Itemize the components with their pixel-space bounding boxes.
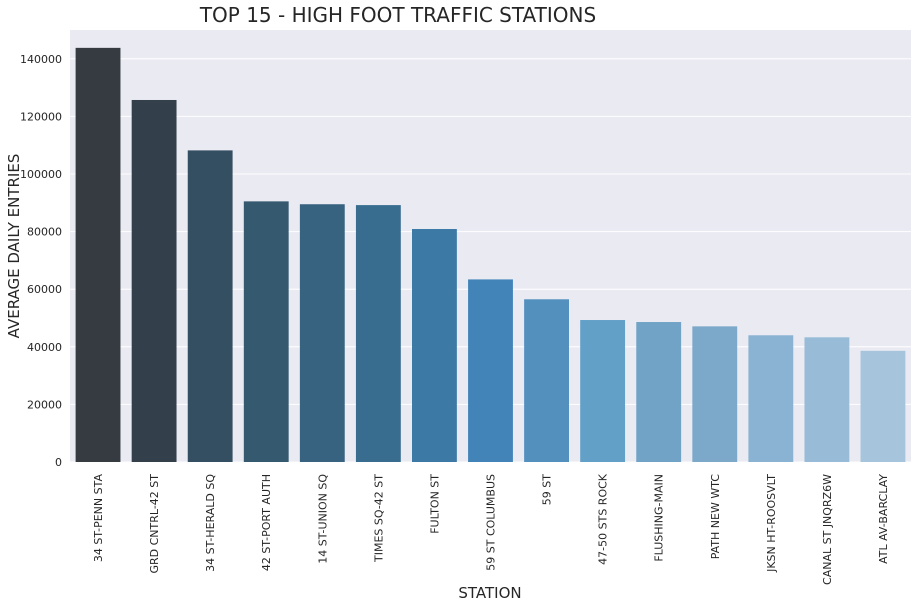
bar <box>299 204 345 463</box>
x-tick-label: 34 ST-PENN STA <box>92 474 105 563</box>
bar <box>748 335 794 462</box>
y-tick-label: 0 <box>55 456 62 469</box>
bar <box>580 320 626 462</box>
x-tick-label: 59 ST <box>541 474 554 505</box>
y-tick-label: 120000 <box>20 110 62 123</box>
y-tick-label: 140000 <box>20 53 62 66</box>
x-tick-label: FULTON ST <box>428 474 441 534</box>
bar <box>355 205 401 462</box>
x-tick-label: ATL AV-BARCLAY <box>877 474 890 564</box>
bar <box>75 47 121 463</box>
y-tick-label: 80000 <box>27 226 62 239</box>
y-axis-title: AVERAGE DAILY ENTRIES <box>5 154 23 339</box>
x-tick-label: 34 ST-HERALD SQ <box>204 474 217 572</box>
x-tick-label: GRD CNTRL-42 ST <box>148 474 161 574</box>
y-tick-label: 40000 <box>27 341 62 354</box>
x-axis-title: STATION <box>458 584 521 602</box>
bar <box>804 337 850 462</box>
y-tick-label: 20000 <box>27 398 62 411</box>
bars <box>75 47 906 463</box>
bar <box>187 150 233 462</box>
bar <box>636 322 682 462</box>
x-tick-label: JKSN HT-ROOSVLT <box>765 474 778 573</box>
chart-title: TOP 15 - HIGH FOOT TRAFFIC STATIONS <box>199 3 596 27</box>
bar <box>524 299 569 462</box>
bar <box>692 326 738 462</box>
x-tick-label: 47-50 STS ROCK <box>597 473 610 565</box>
y-tick-label: 60000 <box>27 283 62 296</box>
x-tick-label: 42 ST-PORT AUTH <box>260 474 273 571</box>
bar <box>412 229 457 462</box>
y-tick-labels: 0 20000 40000 60000 80000 100000 120000 140000 <box>20 53 62 469</box>
x-tick-label: 59 ST COLUMBUS <box>485 474 498 571</box>
x-tick-labels: 34 ST-PENN STA GRD CNTRL-42 ST 34 ST-HERAL… <box>92 473 890 585</box>
bar <box>468 279 513 462</box>
y-tick-label: 100000 <box>20 168 62 181</box>
x-tick-label: PATH NEW WTC <box>709 474 722 560</box>
x-tick-label: 14 ST-UNION SQ <box>316 474 329 564</box>
bar <box>243 201 289 463</box>
x-tick-label: CANAL ST JNQRZ6W <box>821 474 834 585</box>
x-tick-label: FLUSHING-MAIN <box>653 474 666 562</box>
x-tick-label: TIMES SQ-42 ST <box>372 474 385 563</box>
bar <box>131 99 177 462</box>
bar <box>860 350 906 462</box>
